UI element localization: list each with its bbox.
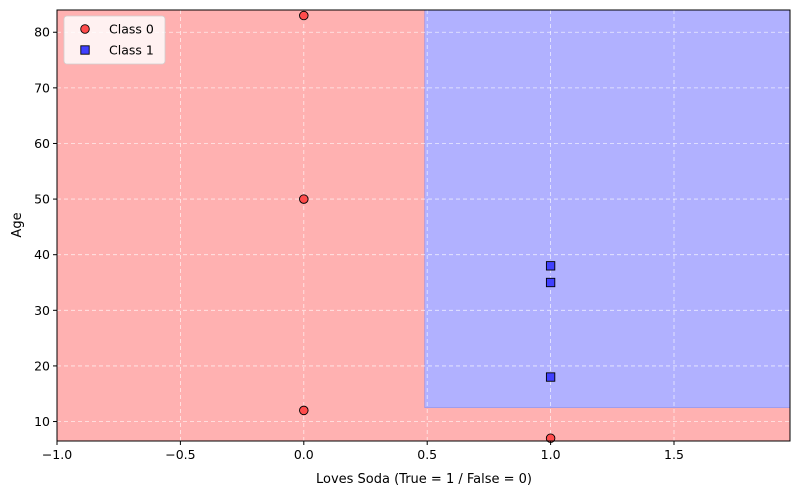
y-tick-label-2: 30: [34, 303, 50, 318]
y-tick-label-6: 70: [34, 80, 50, 95]
x-tick-label-4: 1.0: [541, 447, 561, 462]
axes-frame: [56, 9, 791, 442]
x-axis-label: Loves Soda (True = 1 / False = 0): [316, 472, 532, 487]
x-tick-label-3: 0.5: [417, 447, 437, 462]
legend-label-class-0: Class 0: [109, 22, 154, 37]
legend-marker-class-0: [80, 24, 90, 34]
y-tick-label-0: 10: [34, 414, 50, 429]
class-0-point-1: [299, 194, 309, 204]
legend: Class 0 Class 1: [63, 15, 166, 65]
class-0-point-2: [299, 405, 309, 416]
x-tick-label-1: −0.5: [165, 447, 195, 462]
y-tick-label-4: 50: [34, 192, 50, 207]
class-0-point-0: [299, 10, 309, 21]
y-tick-label-3: 40: [34, 247, 50, 262]
class-1-point-0: [545, 261, 556, 271]
class-1-point-1: [545, 277, 556, 288]
decision-region-class-1: [424, 9, 791, 408]
x-tick-label-5: 1.5: [664, 447, 684, 462]
class-1-point-2: [545, 372, 556, 382]
y-tick-label-5: 60: [34, 136, 50, 151]
y-tick-label-7: 80: [34, 25, 50, 40]
x-tick-label-2: 0.0: [294, 447, 314, 462]
x-tick-label-0: −1.0: [42, 447, 72, 462]
legend-marker-class-1: [80, 45, 90, 55]
y-axis-label: Age: [10, 212, 25, 237]
legend-label-class-1: Class 1: [109, 43, 154, 58]
y-tick-label-1: 20: [34, 358, 50, 373]
axes: −1.0 −0.5 0.0 0.5 1.0 1.5 10 20 30 40 50 60 70 80: [34, 9, 791, 462]
plot-area: [56, 9, 791, 443]
